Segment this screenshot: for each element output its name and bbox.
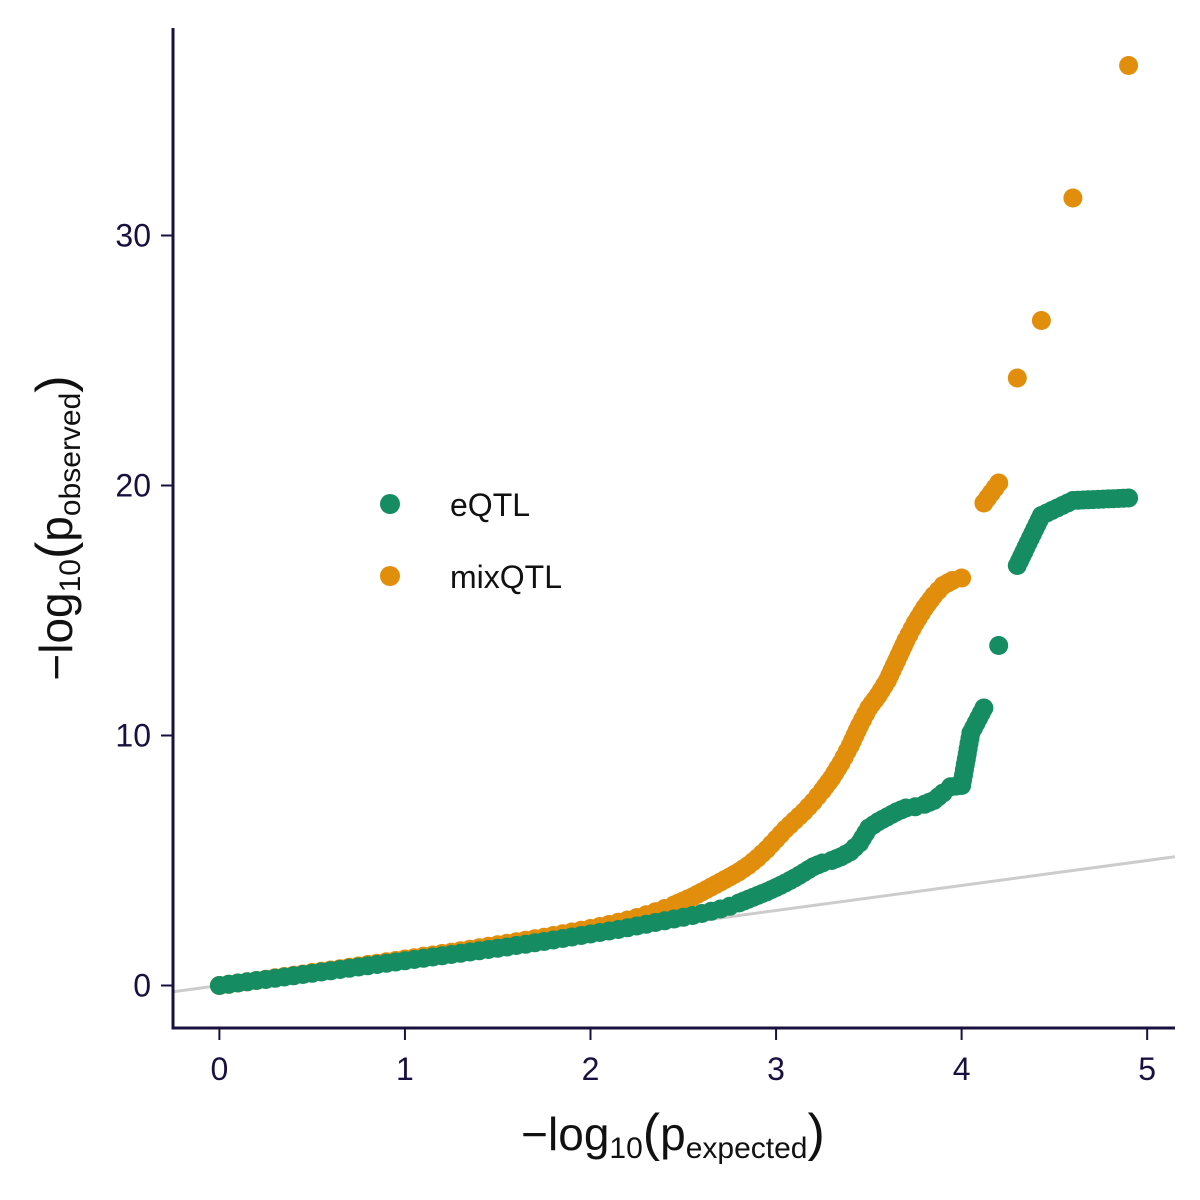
y-axis-title: −log10(pobserved) [26, 375, 87, 680]
x-tick-label: 3 [767, 1051, 785, 1087]
series-eqtl [209, 488, 1139, 995]
data-point [1007, 368, 1027, 388]
legend-marker-eqtl [380, 494, 400, 514]
legend-marker-mixqtl [380, 566, 400, 586]
y-tick-label: 10 [115, 718, 151, 754]
y-tick-label: 20 [115, 468, 151, 504]
y-axis-ticks: 0 10 20 30 [115, 218, 173, 1004]
data-point [989, 473, 1009, 493]
data-point [952, 568, 972, 588]
x-tick-label: 0 [210, 1051, 228, 1087]
legend-label-mixqtl: mixQTL [450, 559, 562, 595]
data-point [989, 636, 1009, 655]
data-point [1119, 56, 1139, 75]
legend: eQTL mixQTL [380, 487, 562, 595]
x-tick-label: 4 [953, 1051, 971, 1087]
x-tick-label: 1 [396, 1051, 414, 1087]
y-tick-label: 30 [115, 218, 151, 254]
x-tick-label: 5 [1138, 1051, 1156, 1087]
data-point [1031, 311, 1051, 330]
legend-label-eqtl: eQTL [450, 487, 530, 523]
data-point [1119, 488, 1139, 508]
x-axis-title: −log10(pexpected) [521, 1104, 825, 1165]
y-tick-label: 0 [133, 968, 151, 1004]
series-mixqtl [209, 56, 1139, 995]
data-point [1063, 188, 1083, 208]
x-tick-label: 2 [582, 1051, 600, 1087]
data-point [974, 698, 994, 718]
x-axis-ticks: 0 1 2 3 4 5 [210, 1028, 1156, 1087]
points-layer [209, 56, 1139, 995]
